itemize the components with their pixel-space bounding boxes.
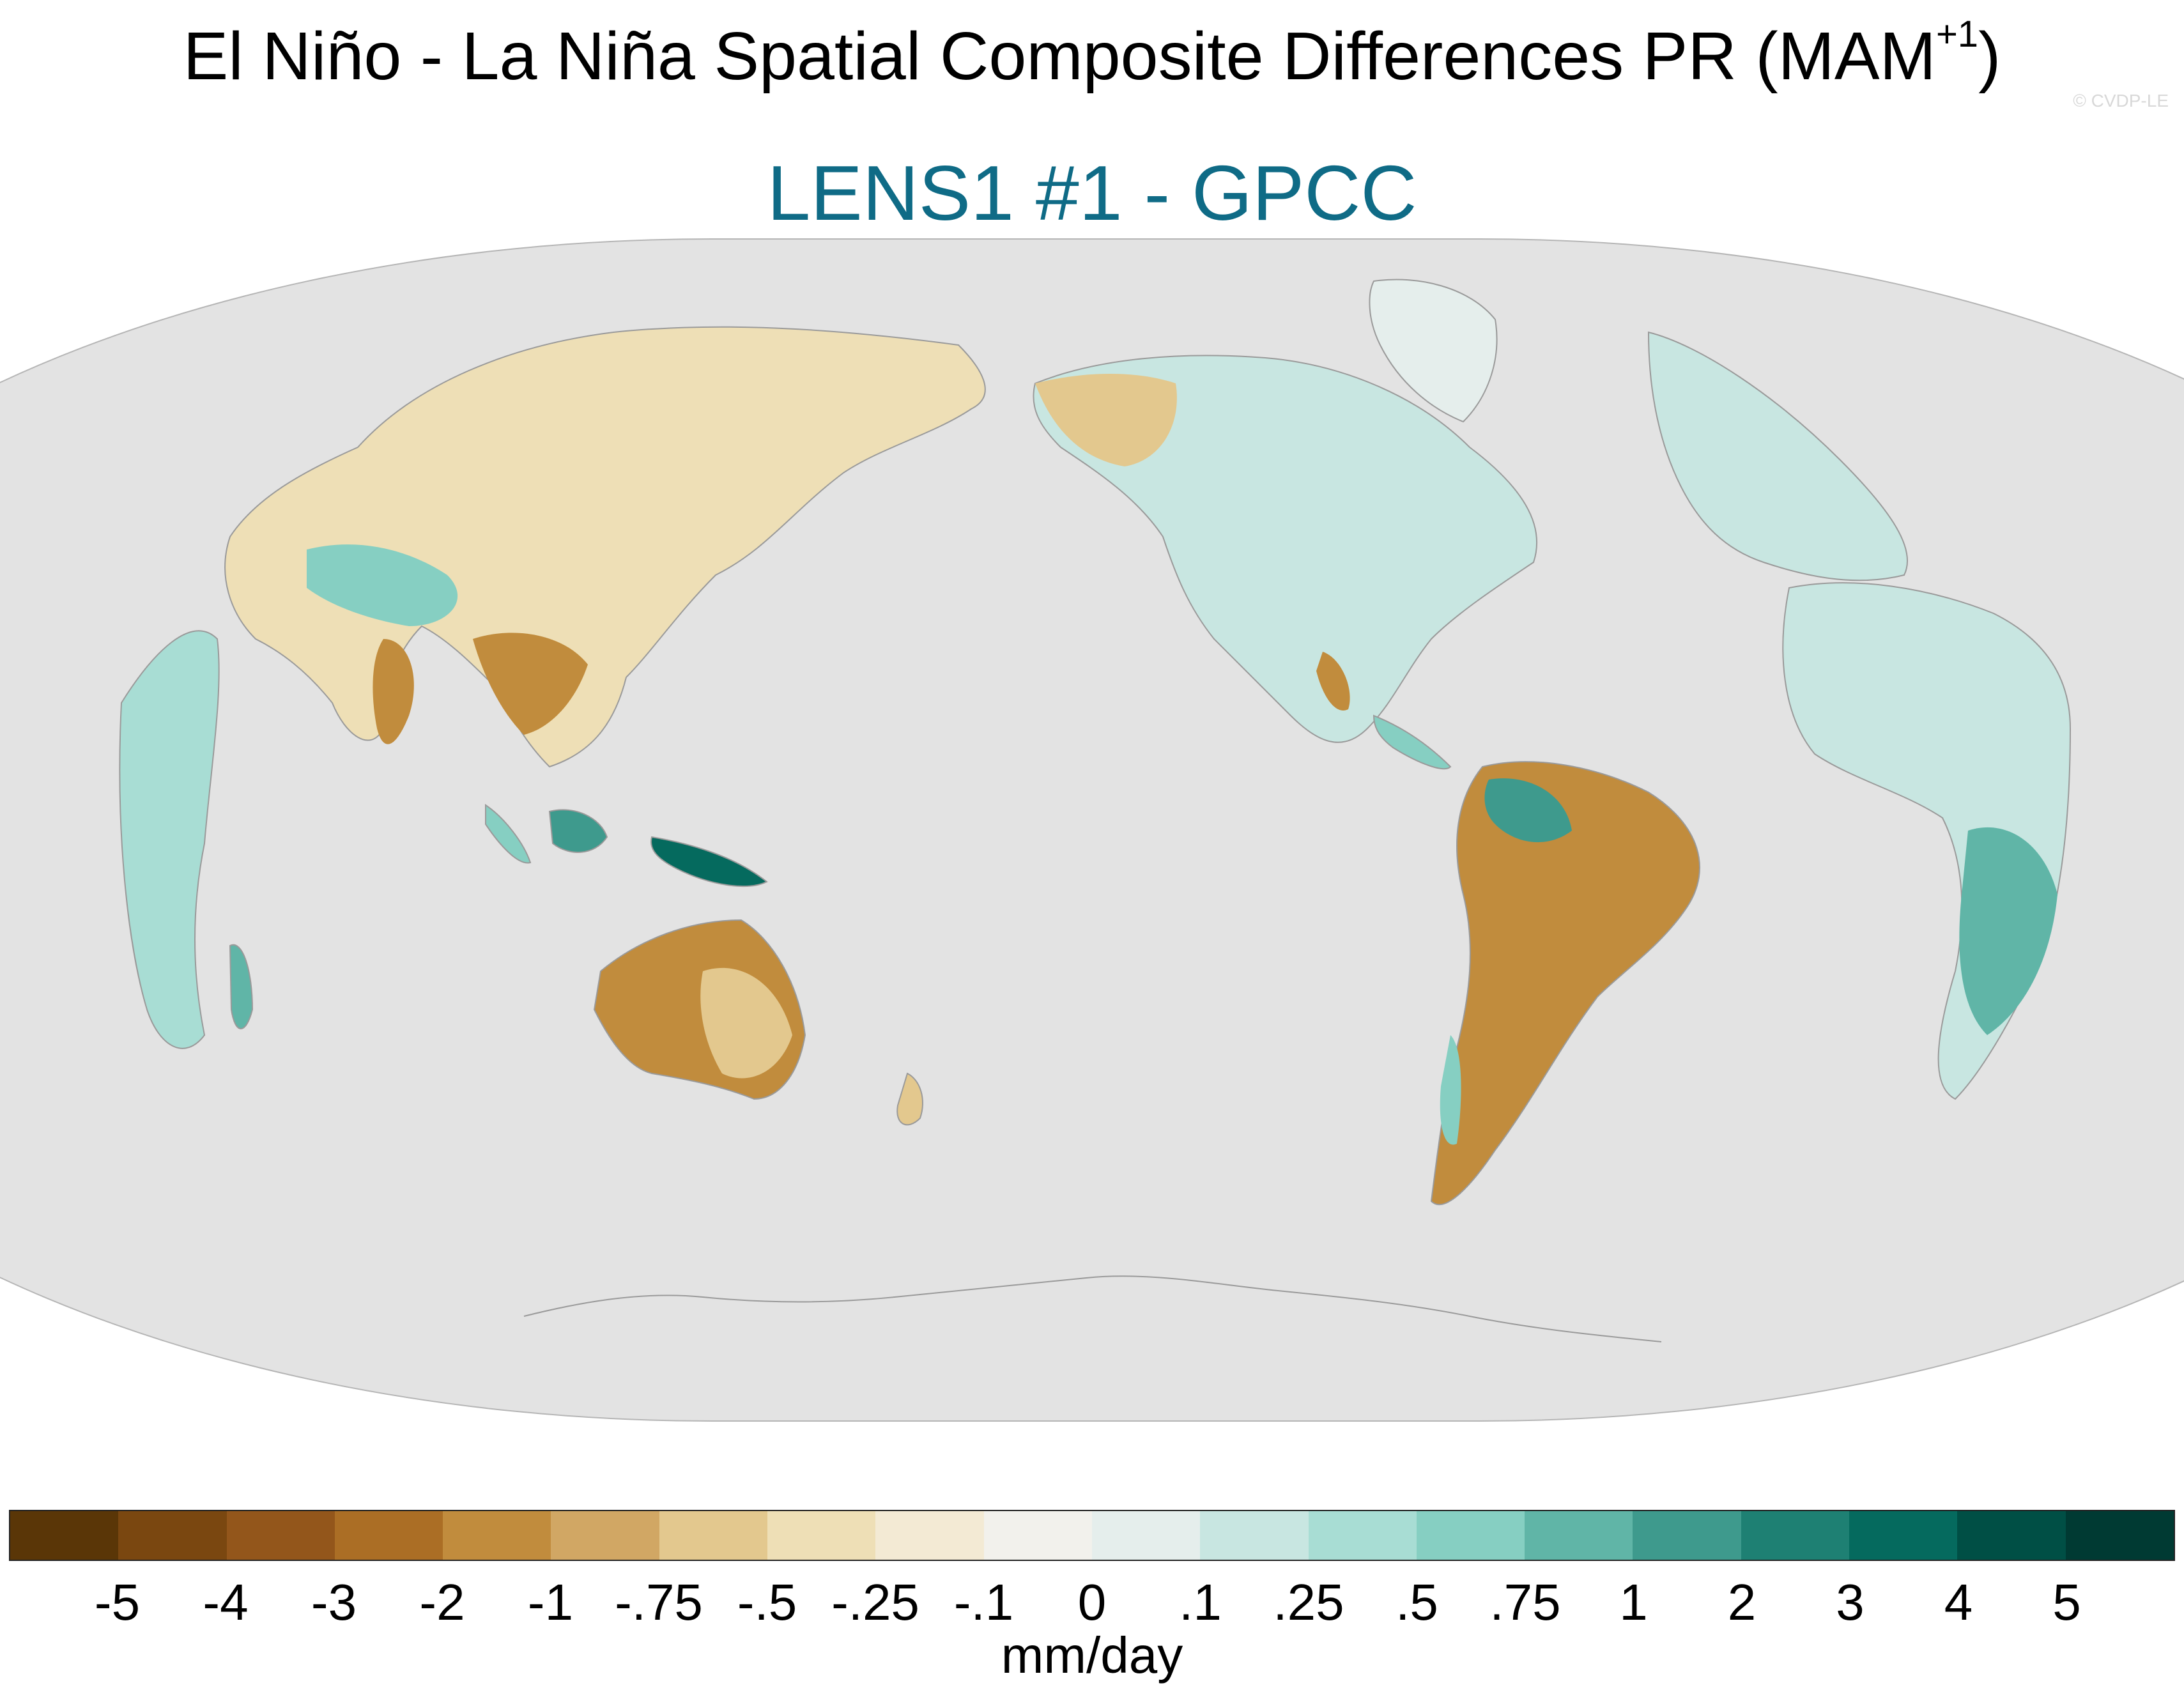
colorbar-tick-label: 2	[1727, 1574, 1757, 1631]
land-mexico	[1316, 652, 1350, 711]
colorbar-tick-label: .5	[1396, 1574, 1438, 1631]
land-south-america	[1430, 761, 1700, 1206]
colorbar-swatch	[659, 1511, 768, 1560]
colorbar-swatch	[334, 1511, 443, 1560]
colorbar-swatch	[1200, 1511, 1309, 1560]
colorbar-swatch	[767, 1511, 876, 1560]
colorbar-tick-label: -3	[311, 1574, 357, 1631]
colorbar-swatch	[1633, 1511, 1741, 1560]
colorbar-tick-label: 0	[1077, 1574, 1107, 1631]
colorbar-tick-label: 1	[1619, 1574, 1648, 1631]
colorbar	[9, 1510, 2175, 1561]
land-central-america	[1373, 714, 1452, 770]
colorbar-tick-label: -.75	[615, 1574, 703, 1631]
colorbar-swatch	[1741, 1511, 1850, 1560]
colorbar-swatch	[226, 1511, 335, 1560]
colorbar-tick-label: .25	[1273, 1574, 1344, 1631]
colorbar-tick-label: .1	[1179, 1574, 1222, 1631]
plot-title: El Niño - La Niña Spatial Composite Diff…	[0, 13, 2184, 95]
watermark: © CVDP-LE	[2073, 91, 2169, 111]
colorbar-tick-label: .75	[1489, 1574, 1561, 1631]
land-sumatra	[485, 804, 532, 864]
colorbar-tick-label: 4	[1944, 1574, 1973, 1631]
colorbar-units: mm/day	[1001, 1627, 1183, 1684]
land-madagascar-left	[229, 944, 254, 1029]
plot-subtitle: LENS1 #1 - GPCC	[767, 150, 1417, 236]
land-new-zealand	[896, 1072, 923, 1126]
colorbar-tick-label: -.1	[953, 1574, 1014, 1631]
colorbar-swatch	[1091, 1511, 1201, 1560]
land-antarctica	[523, 1275, 1662, 1342]
land-andes-teal	[1440, 1035, 1461, 1145]
land-south-asia	[373, 639, 414, 744]
colorbar-swatch	[1849, 1511, 1958, 1560]
colorbar-swatch	[875, 1511, 984, 1560]
land-amazon-teal	[1484, 778, 1572, 843]
land-eurasia	[224, 326, 986, 768]
colorbar-tick-label: -4	[203, 1574, 249, 1631]
colorbar-swatch	[443, 1511, 551, 1560]
colorbar-swatch	[1525, 1511, 1633, 1560]
colorbar-tick-label: -.5	[737, 1574, 797, 1631]
land-europe	[1647, 331, 1909, 581]
land-new-guinea	[650, 836, 768, 888]
colorbar-tick-label: -.25	[831, 1574, 919, 1631]
colorbar-swatch	[1957, 1511, 2066, 1560]
colorbar-tick-label: 3	[1836, 1574, 1865, 1631]
colorbar-tick-label: -2	[419, 1574, 465, 1631]
land-australia-east	[700, 967, 792, 1079]
colorbar-tick-label: -5	[94, 1574, 141, 1631]
land-africa-south-teal	[1959, 827, 2057, 1035]
colorbar-tick-label: 5	[2052, 1574, 2081, 1631]
land-africa-west	[119, 630, 220, 1049]
colorbar-swatch	[551, 1511, 659, 1560]
plot-title-text: El Niño - La Niña Spatial Composite Diff…	[183, 19, 1936, 94]
colorbar-swatch	[2065, 1511, 2174, 1560]
colorbar-swatch	[1416, 1511, 1525, 1560]
colorbar-swatch	[983, 1511, 1092, 1560]
land-southeast-asia	[473, 633, 588, 735]
colorbar-swatch	[118, 1511, 227, 1560]
colorbar-swatch	[10, 1511, 119, 1560]
land-alaska	[1035, 374, 1177, 466]
plot-title-superscript: +1	[1935, 13, 1979, 55]
colorbar-tick-label: -1	[527, 1574, 574, 1631]
colorbar-swatch	[1308, 1511, 1417, 1560]
land-borneo	[548, 809, 608, 853]
land-north-america	[1033, 355, 1538, 743]
plot-title-close: )	[1978, 19, 2001, 94]
land-asia-teal-region	[307, 544, 458, 626]
land-greenland	[1369, 279, 1498, 423]
